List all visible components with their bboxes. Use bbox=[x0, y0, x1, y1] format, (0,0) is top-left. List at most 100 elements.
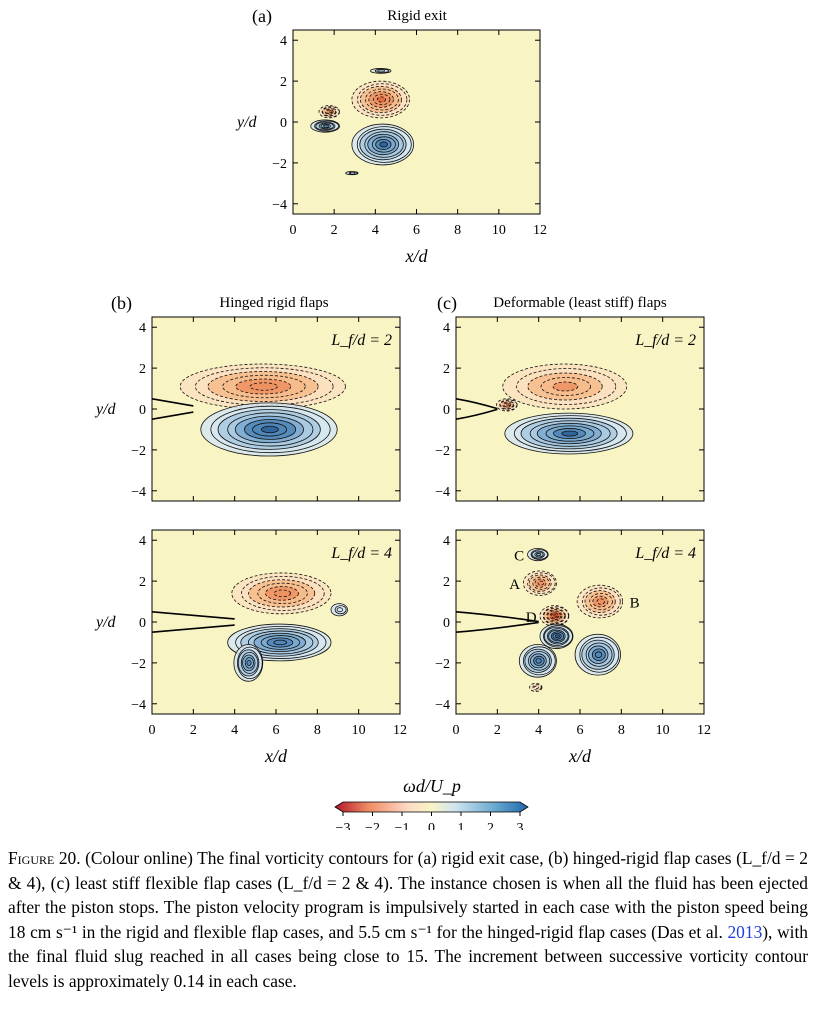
x-axis-label: x/d bbox=[405, 246, 429, 266]
positive-vortex bbox=[345, 171, 359, 176]
y-tick-label: 2 bbox=[280, 75, 287, 90]
y-tick-label: −2 bbox=[131, 444, 146, 459]
contour-level bbox=[596, 598, 605, 605]
y-tick-label: −4 bbox=[131, 485, 146, 500]
colorbar-tick-label: 1 bbox=[458, 821, 465, 830]
contour-level bbox=[273, 589, 292, 598]
vortex-label-B: B bbox=[630, 596, 640, 612]
contour-level bbox=[349, 171, 355, 175]
y-tick-label: −4 bbox=[435, 485, 450, 500]
x-tick-label: 12 bbox=[393, 723, 407, 738]
plot-background bbox=[152, 530, 400, 714]
x-tick-label: 10 bbox=[656, 723, 670, 738]
y-tick-label: −4 bbox=[435, 698, 450, 713]
x-tick-label: 0 bbox=[453, 723, 460, 738]
positive-vortex bbox=[518, 644, 557, 678]
vortex-label-C: C bbox=[514, 549, 524, 565]
contour-level bbox=[379, 141, 388, 148]
y-tick-label: −2 bbox=[435, 444, 450, 459]
caption-citation-link[interactable]: 2013 bbox=[727, 921, 763, 942]
x-tick-label: 4 bbox=[372, 223, 379, 238]
panel-c1: 4 2 0 −2 −4 (c) Deformable (least stiff) flaps… bbox=[435, 293, 705, 502]
positive-vortex-C bbox=[527, 547, 549, 562]
y-tick-label: 0 bbox=[443, 616, 450, 631]
flap-length-annotation: L_f/d = 2 bbox=[634, 332, 696, 349]
contour-level bbox=[336, 607, 343, 613]
negative-vortex bbox=[529, 682, 543, 692]
negative-vortex-D bbox=[539, 605, 570, 627]
x-axis-label: x/d bbox=[568, 746, 592, 766]
vorticity-field bbox=[310, 68, 415, 176]
positive-vortex bbox=[310, 119, 340, 133]
vortex-label-A: A bbox=[509, 577, 520, 593]
contour-level bbox=[594, 651, 603, 659]
y-axis-label: y/d bbox=[235, 114, 258, 131]
colorbar-bar bbox=[334, 801, 529, 813]
colorbar-tick-label: 2 bbox=[487, 821, 494, 830]
panel-label: (b) bbox=[111, 293, 132, 314]
caption-lead: Figure 20. bbox=[8, 848, 81, 868]
negative-vortex bbox=[179, 363, 346, 410]
negative-vortex bbox=[318, 105, 340, 119]
contour-level bbox=[328, 110, 333, 114]
y-tick-label: −2 bbox=[435, 657, 450, 672]
panel-label: (c) bbox=[437, 293, 457, 314]
colorbar-tick-label: −1 bbox=[395, 821, 410, 830]
contour-level bbox=[536, 552, 541, 557]
panel-title: Hinged rigid flaps bbox=[219, 295, 328, 311]
y-axis-label: y/d bbox=[94, 401, 117, 418]
colorbar-tick-label: 0 bbox=[428, 821, 435, 830]
x-tick-label: 0 bbox=[149, 723, 156, 738]
x-tick-label: 12 bbox=[533, 223, 547, 238]
plot-background bbox=[456, 530, 704, 714]
positive-vortex bbox=[370, 68, 392, 74]
y-tick-label: 0 bbox=[139, 616, 146, 631]
x-tick-label: 8 bbox=[618, 723, 625, 738]
y-tick-label: −2 bbox=[272, 157, 287, 172]
y-tick-label: 0 bbox=[280, 116, 287, 131]
x-tick-label: 2 bbox=[494, 723, 501, 738]
panel-b2: 420−2−40 2 4 6 8 10 12y/dx/dL_f/d = 4 bbox=[94, 529, 407, 766]
positive-vortex bbox=[233, 644, 264, 682]
contour-level bbox=[323, 124, 329, 128]
figure-20: 420−2−40 2 4 6 8 10 12y/dx/d(a) Rigid exit420−2… bbox=[94, 6, 711, 830]
x-axis-label: x/d bbox=[264, 746, 288, 766]
x-tick-label: 10 bbox=[352, 723, 366, 738]
flap-length-annotation: L_f/d = 4 bbox=[330, 545, 392, 562]
colorbar-label: ωd/U_p bbox=[403, 776, 461, 796]
vortex-label-D: D bbox=[526, 610, 537, 626]
y-tick-label: 2 bbox=[139, 362, 146, 377]
x-tick-label: 2 bbox=[190, 723, 197, 738]
contour-level bbox=[537, 580, 545, 586]
flap-length-annotation: L_f/d = 4 bbox=[634, 545, 696, 562]
flap-length-annotation: L_f/d = 2 bbox=[330, 332, 392, 349]
y-tick-label: 4 bbox=[443, 534, 450, 549]
panel-b1: 4 2 0 −2 −4 y/d (b) Hinged rigid flaps L_f/d = 2 bbox=[94, 293, 401, 502]
x-tick-label: 8 bbox=[314, 723, 321, 738]
y-axis-label: y/d bbox=[94, 614, 117, 631]
colorbar: ωd/U_p −3 −2 −1 0 1 2 3 bbox=[334, 776, 529, 830]
y-tick-label: −4 bbox=[131, 698, 146, 713]
figure-caption: Figure 20. (Colour online) The final vor… bbox=[8, 846, 808, 994]
panel-a: 420−2−40 2 4 6 8 10 12y/dx/d(a) Rigid exit bbox=[235, 6, 547, 266]
vorticity-field bbox=[456, 363, 634, 455]
y-tick-label: −2 bbox=[131, 657, 146, 672]
colorbar-tick-label: −3 bbox=[336, 821, 351, 830]
negative-vortex-B bbox=[576, 584, 623, 619]
vorticity-field bbox=[456, 547, 623, 692]
contour-level bbox=[554, 634, 560, 639]
negative-vortex bbox=[502, 363, 628, 410]
vorticity-field bbox=[152, 572, 348, 682]
positive-vortex bbox=[574, 633, 621, 676]
contour-level bbox=[533, 685, 539, 690]
x-tick-label: 6 bbox=[273, 723, 280, 738]
x-tick-label: 8 bbox=[454, 223, 461, 238]
x-tick-label: 6 bbox=[413, 223, 420, 238]
y-tick-label: 2 bbox=[443, 362, 450, 377]
x-tick-label: 10 bbox=[492, 223, 506, 238]
panel-label: (a) bbox=[252, 6, 272, 27]
caption-text-1: (Colour online) The final vorticity cont… bbox=[8, 848, 809, 942]
contour-level bbox=[246, 659, 252, 666]
x-tick-label: 2 bbox=[331, 223, 338, 238]
